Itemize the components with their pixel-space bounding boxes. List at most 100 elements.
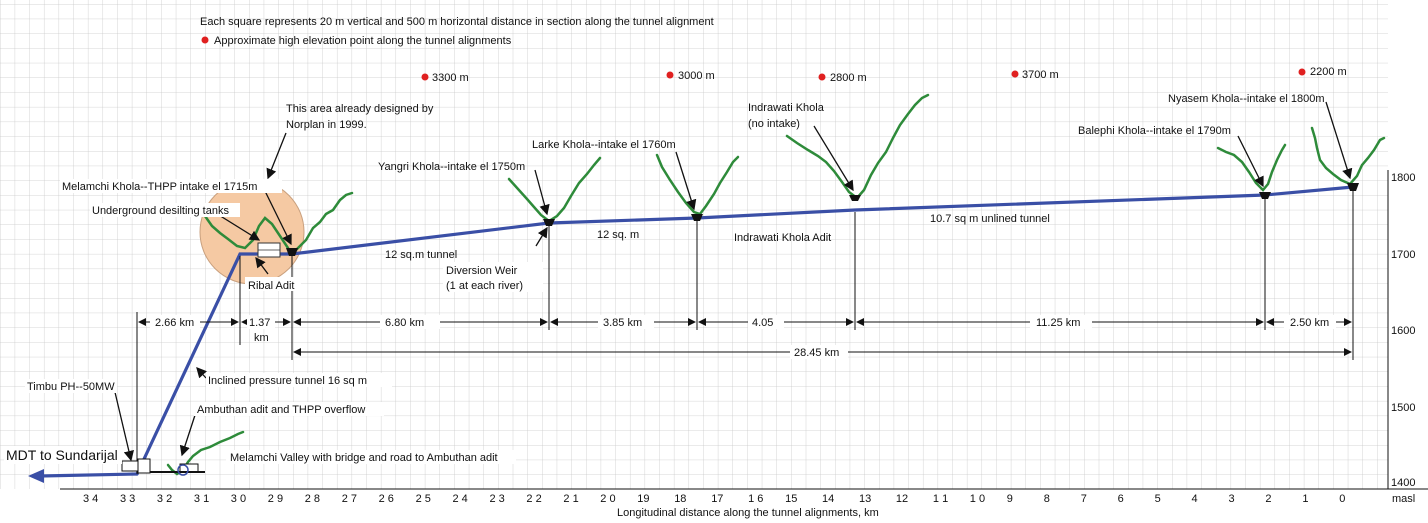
distance-tick: 17: [711, 493, 723, 505]
high-point-marker: [1011, 70, 1019, 78]
distance-tick: 1 0: [970, 493, 985, 505]
inclined-tunnel-label: Inclined pressure tunnel 16 sq m: [208, 375, 367, 387]
distance-tick: 5: [1155, 493, 1161, 505]
indrawati-label-line1: Indrawati Khola: [748, 102, 825, 114]
elevation-tick: 1800: [1391, 172, 1415, 184]
mdt-tunnel: [38, 472, 139, 478]
distance-tick: 3 4: [83, 493, 98, 505]
yangri-intake-marker: [543, 219, 555, 226]
distance-tick: 2 9: [268, 493, 283, 505]
distance-tick: 1 1: [933, 493, 948, 505]
elevation-tick: 1400: [1391, 477, 1415, 489]
distance-tick: 2 3: [490, 493, 505, 505]
nyasem-river: [1310, 126, 1386, 186]
distance-label: km: [254, 332, 269, 344]
yangri-intake-label: Yangri Khola--intake el 1750m: [378, 161, 525, 173]
distance-labels: 2.66 km 1.37 km 6.80 km 3.85 km 4.05 11.…: [150, 315, 1336, 359]
distance-tick: 2 4: [453, 493, 468, 505]
distance-tick: 18: [674, 493, 686, 505]
tunnel-12sqm-label: 12 sq.m tunnel: [385, 249, 457, 261]
norplan-design-area: [199, 179, 305, 285]
distance-label: 3.85 km: [603, 317, 642, 329]
diversion-weir-line2: (1 at each river): [446, 280, 523, 292]
high-point-label: 2200 m: [1310, 66, 1347, 78]
distance-tick: 8: [1044, 493, 1050, 505]
distance-tick: 2 0: [600, 493, 615, 505]
distance-label: 6.80 km: [385, 317, 424, 329]
distance-tick: 14: [822, 493, 834, 505]
tunnel-12sq-label: 12 sq. m: [597, 229, 639, 241]
nyasem-intake-marker: [1347, 183, 1359, 191]
melamchi-valley-river: [166, 430, 245, 476]
distance-tick: 2 8: [305, 493, 320, 505]
melamchi-intake-label: Melamchi Khola--THPP intake el 1715m: [62, 181, 257, 193]
elevation-axis: 1800 1700 1600 1500 1400: [1387, 170, 1415, 489]
melamchi-river-left: [203, 214, 290, 250]
distance-tick: 0: [1339, 493, 1345, 505]
balephi-intake-marker: [1259, 192, 1271, 199]
yangri-river: [507, 156, 602, 223]
indrawati-river: [785, 93, 930, 200]
elevation-tick: 1600: [1391, 325, 1415, 337]
distance-tick: 3 2: [157, 493, 172, 505]
distance-tick: 3: [1229, 493, 1235, 505]
balephi-intake-label: Balephi Khola--intake el 1790m: [1078, 125, 1231, 137]
mdt-sundarijal-label: MDT to Sundarijal: [6, 447, 118, 463]
high-point-marker: [1298, 68, 1306, 76]
unlined-tunnel-label: 10.7 sq m unlined tunnel: [930, 213, 1050, 225]
high-point-legend-marker: [201, 36, 209, 44]
norplan-note-line2: Norplan in 1999.: [286, 119, 367, 131]
mdt-arrowhead: [28, 469, 44, 483]
diversion-weir-line1: Diversion Weir: [446, 265, 518, 277]
ambuthan-label: Ambuthan adit and THPP overflow: [197, 404, 365, 416]
distance-tick: 19: [637, 493, 649, 505]
distance-tick: 1 6: [748, 493, 763, 505]
distance-tick: 15: [785, 493, 797, 505]
indrawati-adit-label: Indrawati Khola Adit: [734, 232, 831, 244]
high-point-marker: [818, 73, 826, 81]
distance-tick: 2 5: [416, 493, 431, 505]
grid-right-margin: [1388, 0, 1428, 523]
elevation-tick: 1500: [1391, 402, 1415, 414]
distance-axis-title: Longitudinal distance along the tunnel a…: [617, 507, 879, 519]
distance-tick: 3 1: [194, 493, 209, 505]
high-elevation-points: 3300 m 3000 m 2800 m 3700 m 2200 m: [421, 66, 1347, 84]
distance-label: 1.37: [249, 317, 270, 329]
high-point-marker: [421, 73, 429, 81]
distance-label: 2.66 km: [155, 317, 194, 329]
distance-tick: 2: [1265, 493, 1271, 505]
distance-tick: 3 3: [120, 493, 135, 505]
distance-label: 28.45 km: [794, 347, 839, 359]
high-point-marker: [666, 71, 674, 79]
ribal-adit-label: Ribal Adit: [248, 280, 294, 292]
distance-label: 11.25 km: [1036, 317, 1080, 329]
distance-tick: 7: [1081, 493, 1087, 505]
annotations: This area already designed by Norplan in…: [4, 93, 1325, 464]
distance-tick: 13: [859, 493, 871, 505]
indrawati-intake-marker: [849, 195, 861, 201]
indrawati-label-line2: (no intake): [748, 118, 800, 130]
timbu-ph-label: Timbu PH--50MW: [27, 381, 115, 393]
larke-intake-marker: [691, 214, 703, 221]
distance-tick: 2 2: [526, 493, 541, 505]
distance-tick: 3 0: [231, 493, 246, 505]
melamchi-valley-label: Melamchi Valley with bridge and road to …: [230, 452, 498, 464]
elevation-tick: 1700: [1391, 249, 1415, 261]
nyasem-intake-label: Nyasem Khola--intake el 1800m: [1168, 93, 1325, 105]
high-point-label: 3000 m: [678, 70, 715, 82]
tailrace-structure: [137, 458, 151, 474]
larke-intake-label: Larke Khola--intake el 1760m: [532, 139, 676, 151]
axis-unit-masl: masl: [1392, 493, 1415, 505]
distance-tick: 12: [896, 493, 908, 505]
high-point-note: Approximate high elevation point along t…: [214, 35, 512, 47]
bridge-marker: [177, 464, 189, 476]
headrace-tunnel: [290, 185, 1355, 256]
high-point-label: 3700 m: [1022, 69, 1059, 81]
desilting-tanks-label: Underground desilting tanks: [92, 205, 229, 217]
drop-lines: [136, 190, 1354, 474]
timbu-powerhouse: [121, 460, 139, 472]
high-point-label: 2800 m: [830, 72, 867, 84]
distance-label: 4.05: [752, 317, 773, 329]
